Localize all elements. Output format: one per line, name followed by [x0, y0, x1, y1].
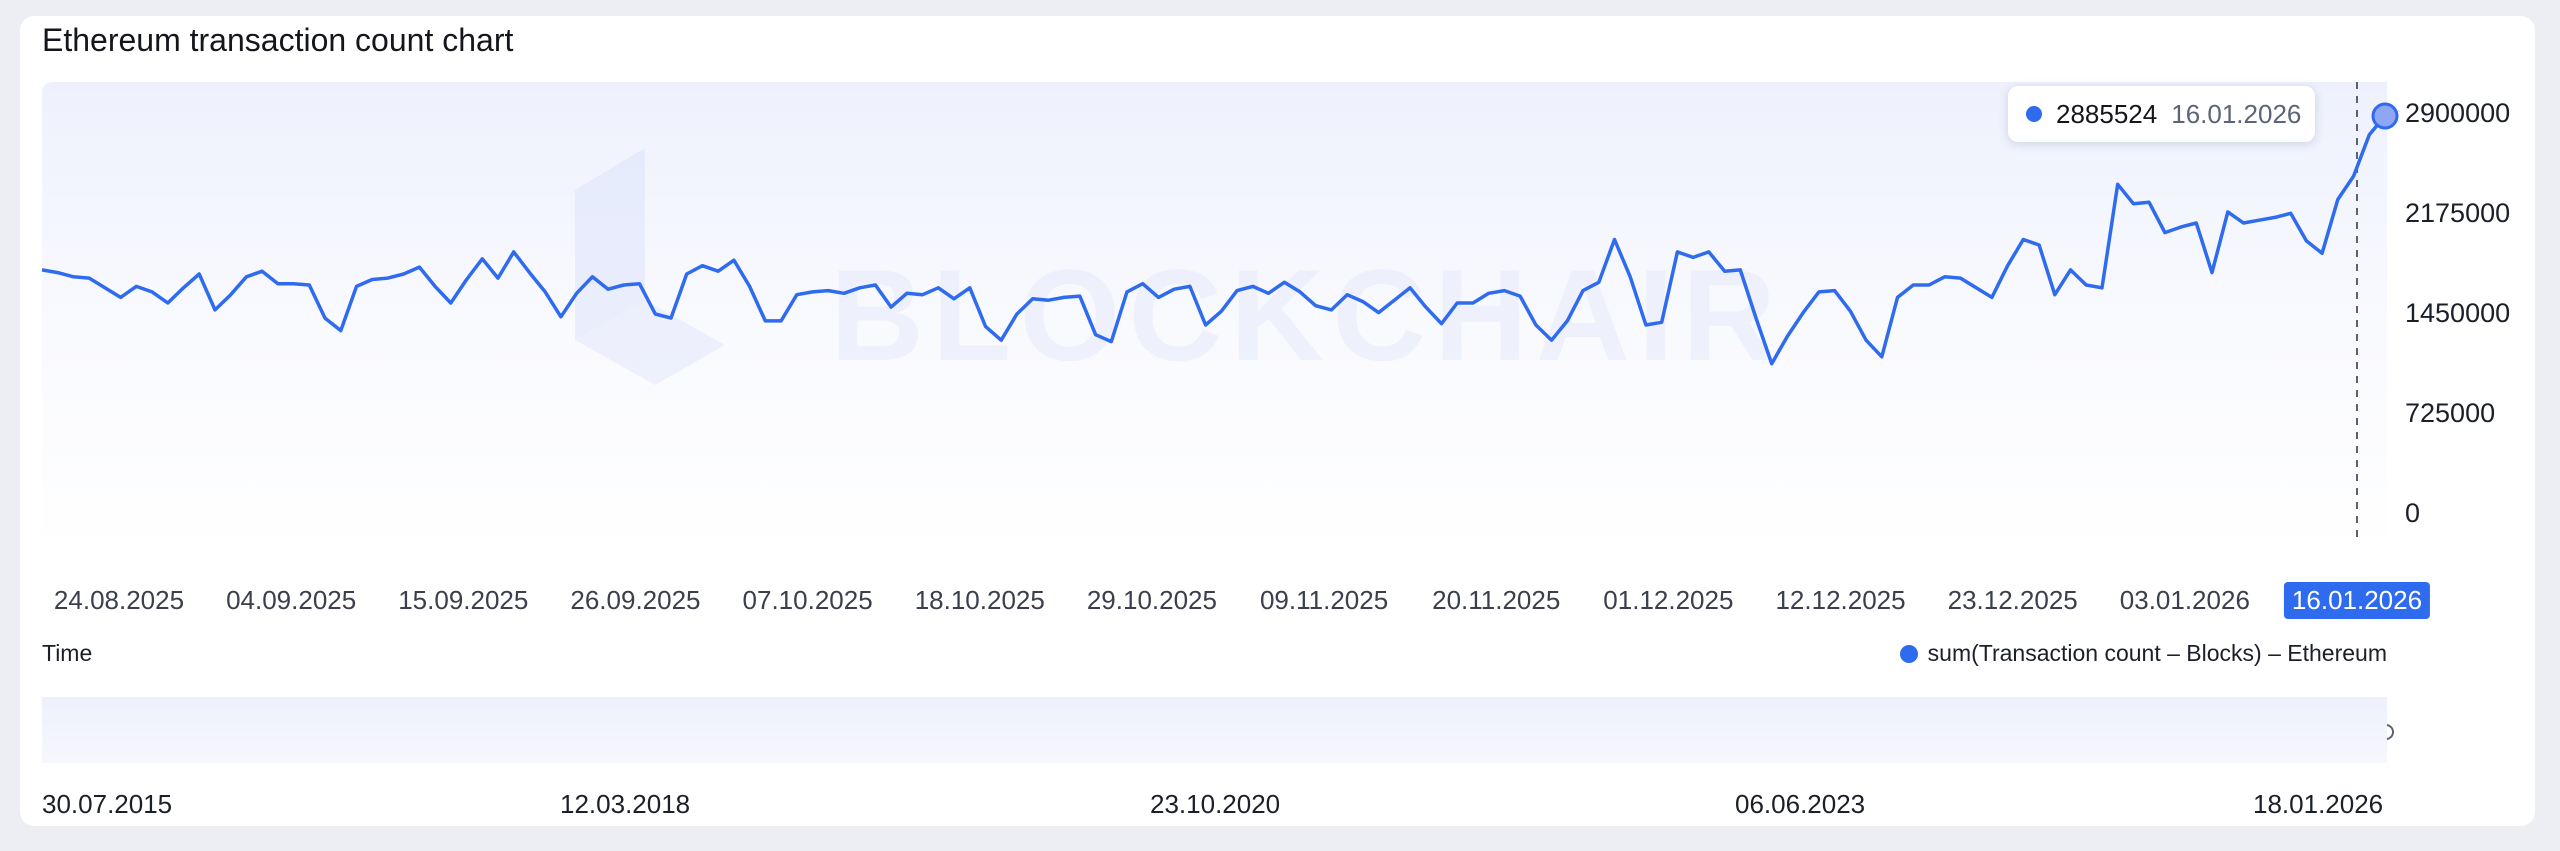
x-tick-label: 07.10.2025: [742, 585, 873, 615]
tooltip: 2885524 16.01.2026: [2008, 86, 2316, 142]
tooltip-date: 16.01.2026: [2171, 98, 2302, 129]
navigator-date-label: 30.07.2015: [42, 789, 173, 819]
y-tick-label: 725000: [2405, 398, 2496, 428]
tooltip-series-dot: [2026, 106, 2042, 122]
navigator-date-label: 06.06.2023: [1735, 789, 1866, 819]
hover-point[interactable]: [2371, 102, 2399, 130]
series-line: [41, 114, 2387, 366]
x-tick-label: 15.09.2025: [398, 585, 529, 615]
navigator-date-label: 18.01.2026: [2253, 789, 2384, 819]
tooltip-value: 2885524: [2056, 98, 2158, 129]
y-tick-label: 2900000: [2405, 98, 2511, 128]
y-tick-label: 0: [2405, 498, 2421, 528]
x-tick-label-highlighted: 16.01.2026: [2283, 582, 2431, 619]
chart-title: Ethereum transaction count chart: [42, 22, 514, 58]
x-tick-label: 03.01.2026: [2119, 585, 2250, 615]
y-tick-label: 2175000: [2405, 198, 2511, 228]
blockchair-watermark: BLOCKCHAIR: [575, 148, 1784, 388]
navigator-date-label: 23.10.2020: [1150, 789, 1281, 819]
navigator[interactable]: [42, 697, 2387, 763]
x-tick-label: 04.09.2025: [226, 585, 357, 615]
legend[interactable]: sum(Transaction count – Blocks) – Ethere…: [1899, 640, 2387, 667]
y-tick-label: 1450000: [2405, 298, 2511, 328]
x-tick-label: 18.10.2025: [914, 585, 1045, 615]
x-tick-label: 20.11.2025: [1432, 585, 1561, 615]
x-tick-label: 09.11.2025: [1259, 585, 1389, 615]
x-tick-label: 26.09.2025: [570, 585, 701, 615]
x-axis-title: Time: [42, 640, 93, 666]
x-tick-label: 23.12.2025: [1947, 585, 2078, 615]
legend-series-dot: [1899, 644, 1918, 663]
x-tick-label: 12.12.2025: [1775, 585, 1906, 615]
legend-label: sum(Transaction count – Blocks) – Ethere…: [1927, 640, 2387, 666]
navigator-date-label: 12.03.2018: [560, 789, 691, 819]
x-tick-label: 01.12.2025: [1603, 585, 1734, 615]
x-tick-label: 29.10.2025: [1086, 585, 1217, 615]
x-tick-label: 24.08.2025: [53, 585, 185, 615]
watermark-text: BLOCKCHAIR: [830, 242, 1784, 388]
